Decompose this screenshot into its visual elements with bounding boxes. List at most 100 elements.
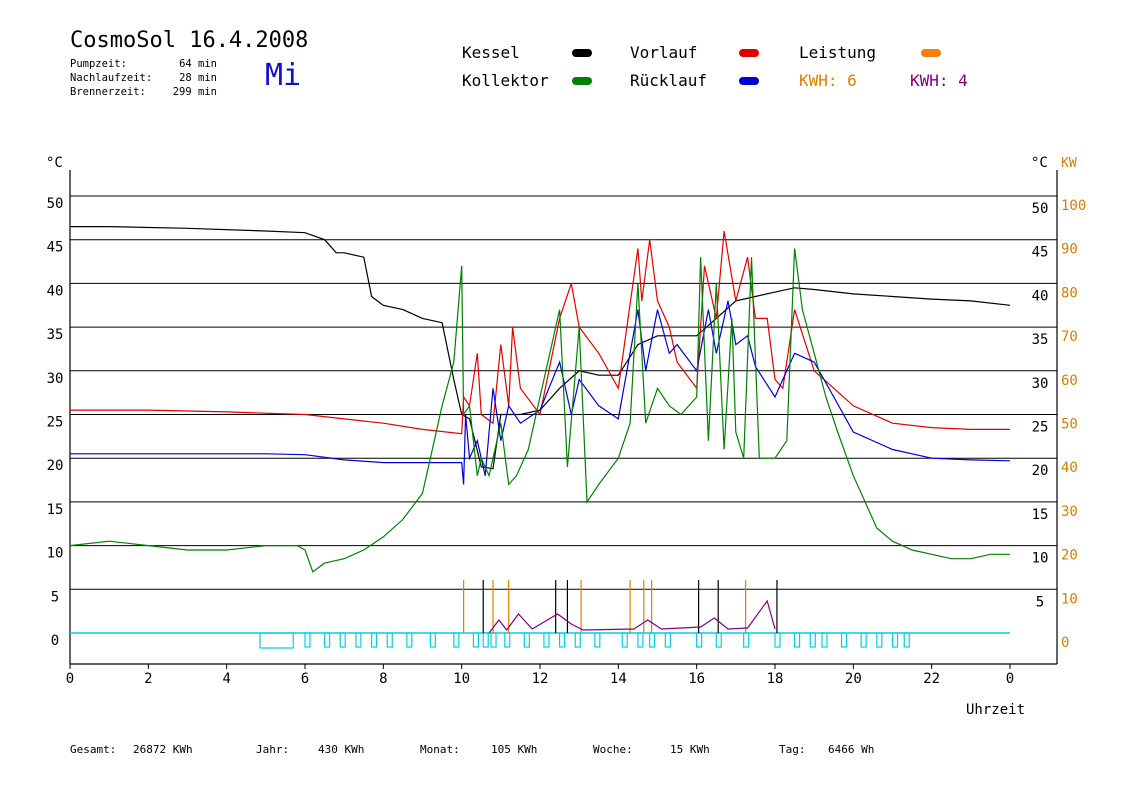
pump-marker <box>743 632 750 648</box>
y-unit-left: °C <box>46 155 63 171</box>
legend-kollektor-swatch <box>572 77 592 85</box>
x-tick-label: 12 <box>532 671 549 687</box>
series-line-vorlauf <box>70 230 1010 435</box>
legend-ruecklauf-swatch <box>739 77 759 85</box>
x-tick-label: 22 <box>923 671 940 687</box>
footer-tag-value: 6466 Wh <box>828 743 875 756</box>
legend-kessel-swatch <box>572 49 592 57</box>
y-tick-label-right-power: 20 <box>1061 548 1078 564</box>
y-tick-label-left: 30 <box>47 371 64 387</box>
y-tick-label-right-temp: 25 <box>1032 420 1049 436</box>
series-lines <box>69 226 1011 573</box>
pump-block <box>259 632 294 649</box>
x-tick-label: 18 <box>767 671 784 687</box>
pump-marker <box>594 632 601 648</box>
pump-marker <box>715 632 722 648</box>
y-tick-label-right-power: 60 <box>1061 373 1078 389</box>
pump-marker <box>482 632 489 648</box>
power-kwh-purple-line <box>488 599 776 634</box>
y-tick-label-left: 50 <box>47 196 64 212</box>
y-tick-label-left: 25 <box>47 415 64 431</box>
x-tick-label: 8 <box>379 671 387 687</box>
x-axis-label: Uhrzeit <box>966 702 1025 718</box>
pump-marker <box>304 632 311 648</box>
pump-marker <box>621 632 628 648</box>
y-tick-label-right-temp: 35 <box>1032 332 1049 348</box>
legend-vorlauf-label: Vorlauf <box>630 43 698 62</box>
stat-nachlaufzeit-label: Nachlaufzeit: <box>70 72 153 84</box>
y-tick-label-right-power: 30 <box>1061 504 1078 520</box>
pump-marker <box>891 632 899 648</box>
y-tick-label-right-power: 70 <box>1061 329 1078 345</box>
y-tick-label-right-temp: 20 <box>1032 463 1049 479</box>
footer-woche-label: Woche: <box>593 743 633 756</box>
pump-marker <box>339 632 346 648</box>
series-line-kessel <box>70 226 1011 470</box>
x-tick-label: 2 <box>144 671 152 687</box>
footer-monat-value: 105 KWh <box>491 743 538 756</box>
stat-pumpzeit-label: Pumpzeit: <box>70 58 127 70</box>
y-tick-label-left: 15 <box>47 502 64 518</box>
y-tick-label-right-power: 100 <box>1061 198 1086 214</box>
pump-marker <box>903 632 910 648</box>
legend-leistung-label: Leistung <box>799 43 877 62</box>
pump-marker <box>649 632 656 648</box>
y-labels: 0 5 10 15 20 25 30 35 40 45 50 5 10 15 20 25 30 35 40 45 50 0… <box>47 196 1087 651</box>
pump-marker <box>696 632 703 648</box>
y-tick-label-right-temp: 10 <box>1032 551 1049 567</box>
pump-marker <box>558 632 566 648</box>
y-tick-label-left: 20 <box>47 458 64 474</box>
stat-nachlaufzeit-value: 28 min <box>179 72 217 84</box>
footer-jahr-label: Jahr: <box>256 743 290 756</box>
pump-marker <box>876 632 883 648</box>
y-tick-label-right-power: 10 <box>1061 591 1078 607</box>
legend-kwh-purple: KWH: 4 <box>910 71 968 90</box>
x-ticks: 0 2 4 6 8 10 12 14 16 18 20 22 0 <box>66 664 1014 687</box>
stat-brennerzeit-label: Brennerzeit: <box>70 86 146 98</box>
pump-marker <box>504 632 511 648</box>
pump-marker <box>821 632 828 648</box>
y-tick-label-right-power: 40 <box>1061 460 1078 476</box>
footer-gesamt-label: Gesamt: <box>70 743 117 756</box>
grid-lines <box>70 195 1057 590</box>
y-tick-label-right-power: 90 <box>1061 242 1078 258</box>
pump-marker <box>793 632 801 648</box>
pump-marker <box>809 632 816 648</box>
x-tick-label: 4 <box>222 671 230 687</box>
legend-kwh-orange: KWH: 6 <box>799 71 857 90</box>
pump-marker <box>774 632 781 648</box>
footer-woche-value: 15 KWh <box>670 743 710 756</box>
pump-marker <box>490 632 497 648</box>
pump-marker <box>370 632 378 648</box>
y-unit-right-temp: °C <box>1031 155 1048 171</box>
y-tick-label-right-temp: 5 <box>1036 594 1044 610</box>
y-tick-label-right-temp: 50 <box>1032 201 1049 217</box>
y-tick-label-left: 45 <box>47 240 64 256</box>
y-tick-label-right-temp: 40 <box>1032 288 1049 304</box>
pump-marker <box>386 632 393 648</box>
y-unit-right-power: KW <box>1061 156 1077 171</box>
y-tick-label-right-temp: 45 <box>1032 245 1049 261</box>
y-tick-label-right-power: 80 <box>1061 285 1078 301</box>
x-tick-label: 6 <box>301 671 309 687</box>
pump-marker <box>453 632 460 648</box>
stat-pumpzeit-value: 64 min <box>179 58 217 70</box>
pump-marker <box>543 632 550 648</box>
x-tick-label: 0 <box>66 671 74 687</box>
legend-ruecklauf-label: Rücklauf <box>630 71 708 90</box>
pump-marker <box>637 632 644 648</box>
y-tick-label-left: 10 <box>47 546 64 562</box>
y-tick-label-right-power: 50 <box>1061 417 1078 433</box>
x-tick-label: 16 <box>688 671 705 687</box>
y-tick-label-right-temp: 15 <box>1032 507 1049 523</box>
stat-brennerzeit-value: 299 min <box>172 86 217 98</box>
footer-gesamt-value: 26872 KWh <box>133 743 193 756</box>
x-tick-label: 0 <box>1006 671 1014 687</box>
y-tick-label-right-temp: 30 <box>1032 376 1049 392</box>
footer-tag-label: Tag: <box>779 743 806 756</box>
series-line-rcklauf <box>70 300 1011 485</box>
pump-marker <box>840 632 848 648</box>
pump-marker <box>664 632 671 648</box>
pump-marker <box>523 632 530 648</box>
